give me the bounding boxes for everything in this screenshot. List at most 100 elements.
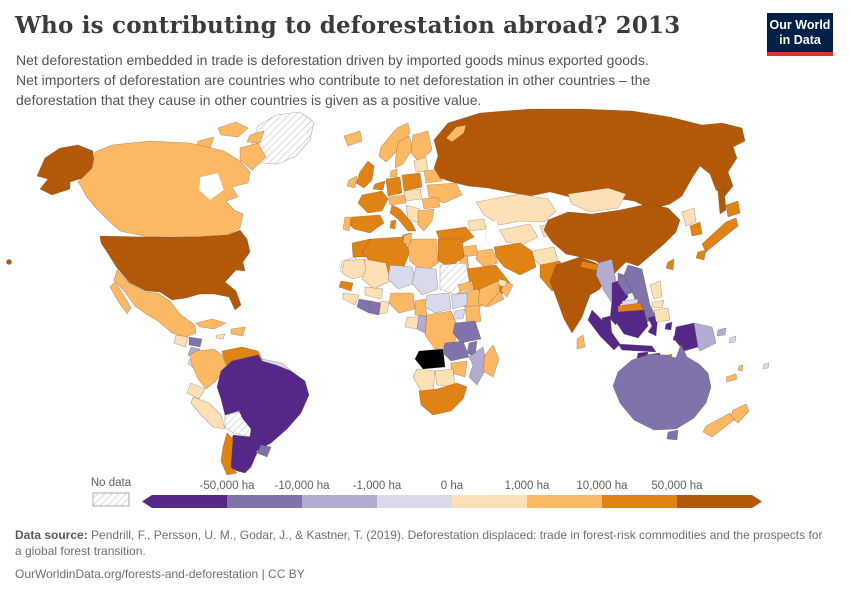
legend-bin-1[interactable] (227, 495, 302, 508)
country-mozambique[interactable] (468, 346, 488, 386)
country-jamaica[interactable] (215, 333, 226, 340)
country-ecuador[interactable] (186, 382, 206, 400)
country-eritrea[interactable] (457, 280, 475, 292)
country-haiti-dominican-republic[interactable] (230, 326, 246, 337)
country-france[interactable] (357, 190, 389, 214)
country-iceland[interactable] (343, 130, 363, 147)
country-cuba[interactable] (195, 318, 227, 330)
legend-bin-2[interactable] (302, 495, 377, 508)
country-peru[interactable] (190, 396, 226, 430)
country-denmark[interactable] (389, 168, 398, 178)
country-angola[interactable] (414, 348, 446, 370)
legend-bin-6[interactable] (602, 495, 677, 508)
country-egypt[interactable] (437, 238, 465, 268)
country-taiwan[interactable] (665, 258, 675, 271)
legend-no-data[interactable]: No data (88, 477, 134, 512)
country-chad[interactable] (411, 266, 439, 296)
country-finland[interactable] (410, 130, 433, 163)
country-greece-bulgaria[interactable] (417, 208, 435, 232)
country-united-kingdom[interactable] (355, 160, 375, 189)
country-japan[interactable] (725, 200, 741, 218)
country-italy[interactable] (389, 219, 397, 230)
country-south-korea[interactable] (689, 221, 703, 237)
country-burkina-faso[interactable] (364, 286, 384, 300)
country-switzerland-austria[interactable] (387, 194, 407, 206)
country-uruguay[interactable] (256, 444, 272, 458)
country-papua-new-guinea[interactable] (693, 322, 717, 352)
legend-bin-3[interactable] (377, 495, 452, 508)
country-cameroon[interactable] (414, 298, 428, 318)
country-canada-arctic[interactable] (246, 130, 265, 144)
country-baltic-states[interactable] (413, 156, 429, 173)
country-central-african-republic[interactable] (424, 292, 452, 314)
owid-link[interactable]: OurWorldinData.org/forests-and-deforesta… (15, 567, 259, 581)
country-mexico[interactable] (109, 281, 132, 315)
world-map[interactable] (0, 105, 850, 476)
country-zambia[interactable] (442, 340, 470, 362)
legend-bin-7[interactable] (677, 495, 752, 508)
country-spain[interactable] (347, 214, 385, 234)
country-indonesia[interactable] (615, 309, 649, 339)
country-romania[interactable] (421, 196, 441, 210)
country-syria[interactable] (461, 244, 479, 258)
country-mongolia[interactable] (567, 187, 627, 213)
country-germany[interactable] (385, 176, 403, 197)
country-philippines[interactable] (649, 280, 663, 300)
country-kenya[interactable] (464, 304, 482, 326)
country-united-states[interactable] (6, 259, 12, 265)
country-iraq[interactable] (475, 248, 499, 268)
country-argentina[interactable] (228, 434, 258, 474)
country-mauritania[interactable] (341, 258, 369, 280)
country-niger[interactable] (387, 264, 417, 290)
country-colombia[interactable] (189, 348, 227, 390)
country-uganda[interactable] (452, 308, 466, 320)
legend-bin-5[interactable] (527, 495, 602, 508)
country-congo[interactable] (416, 314, 428, 334)
country-guinea[interactable] (342, 292, 360, 306)
country-australia[interactable] (612, 343, 712, 431)
country-sweden[interactable] (394, 135, 414, 169)
legend-bin-4[interactable] (452, 495, 527, 508)
country-philippines[interactable] (653, 307, 671, 323)
country-solomon-islands[interactable] (728, 335, 737, 344)
country-togo-benin[interactable] (378, 300, 390, 315)
country-mali[interactable] (361, 258, 391, 290)
country-new-caledonia[interactable] (725, 373, 738, 383)
country-somalia[interactable] (477, 280, 501, 308)
country-canada-arctic[interactable] (217, 121, 249, 138)
country-canada-arctic[interactable] (239, 142, 267, 171)
country-benelux[interactable] (372, 180, 386, 191)
country-ireland[interactable] (346, 175, 358, 189)
country-north-korea[interactable] (681, 207, 697, 227)
country-caucasus[interactable] (467, 218, 487, 232)
country-canada[interactable] (77, 140, 251, 238)
country-vanuatu[interactable] (737, 364, 744, 372)
country-sri-lanka[interactable] (576, 334, 586, 350)
country-indonesia[interactable] (587, 309, 621, 351)
country-mexico[interactable] (113, 269, 197, 338)
country-portugal[interactable] (342, 216, 352, 232)
country-nigeria[interactable] (388, 292, 416, 314)
country-czechia-hungary[interactable] (403, 188, 423, 202)
country-japan[interactable] (701, 217, 739, 253)
country-philippines[interactable] (651, 299, 665, 309)
country-senegal[interactable] (338, 280, 354, 292)
country-madagascar[interactable] (482, 344, 500, 378)
country-south-sudan[interactable] (450, 292, 468, 310)
country-honduras[interactable] (188, 336, 203, 348)
country-china[interactable] (543, 203, 681, 275)
country-south-africa[interactable] (418, 382, 468, 416)
country-tanzania[interactable] (452, 320, 482, 344)
country-russia[interactable] (717, 187, 727, 215)
country-turkmenistan-uzbekistan[interactable] (499, 223, 539, 246)
country-new-britain[interactable] (716, 327, 727, 337)
legend-color-bar[interactable]: -50,000 ha -10,000 ha -1,000 ha 0 ha 1,000 h… (140, 475, 780, 513)
country-fiji[interactable] (762, 362, 770, 370)
country-indonesia[interactable] (664, 321, 673, 331)
country-guatemala[interactable] (173, 334, 189, 348)
country-indonesia[interactable] (673, 322, 699, 352)
country-australia[interactable] (666, 429, 679, 441)
owid-logo[interactable]: Our World in Data (767, 13, 833, 56)
country-japan[interactable] (695, 249, 707, 261)
country-india[interactable] (549, 256, 607, 334)
